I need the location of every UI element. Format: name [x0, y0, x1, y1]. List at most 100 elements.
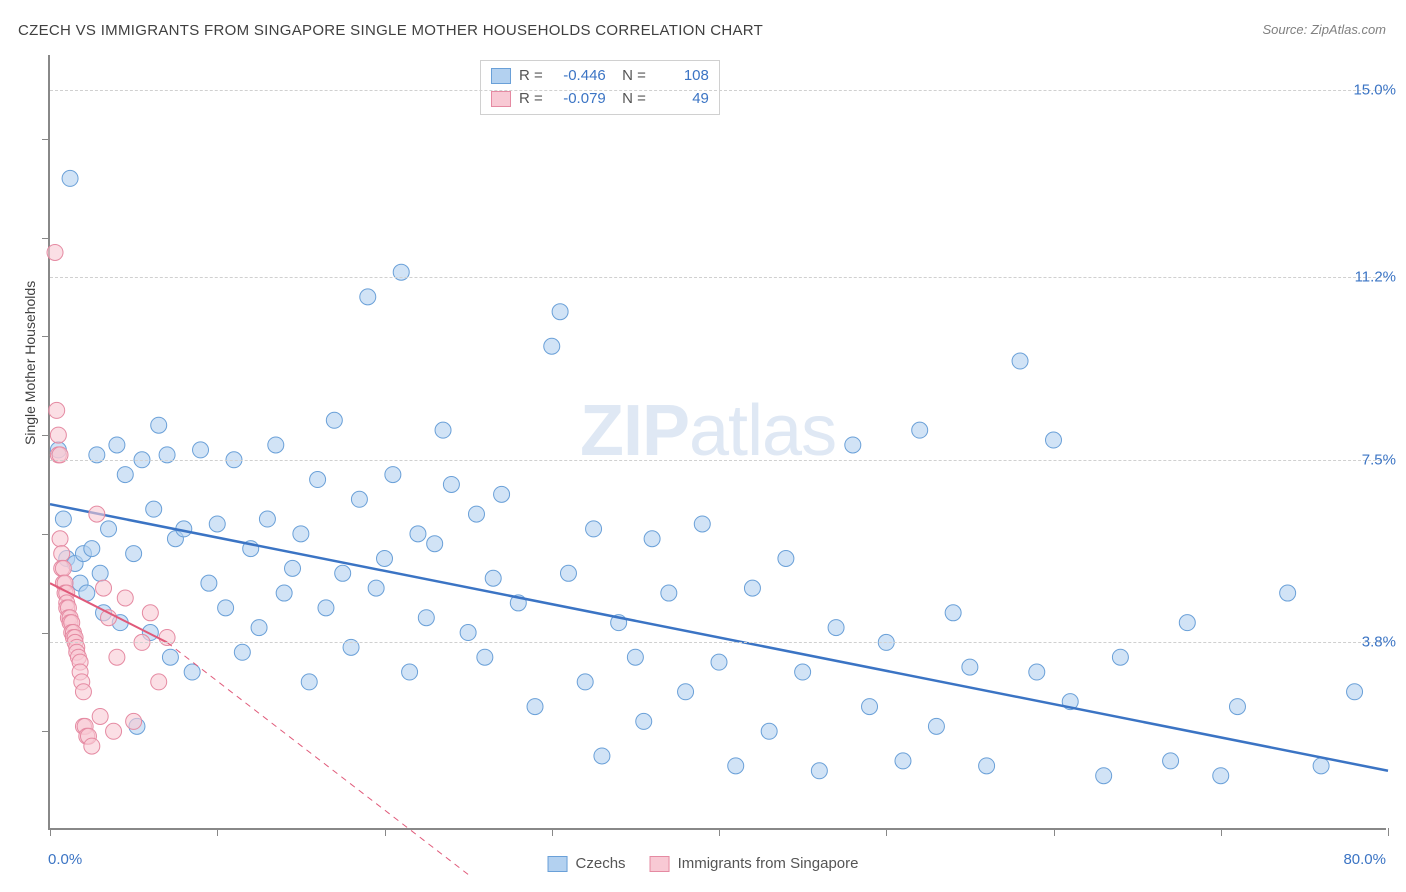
data-point [92, 708, 108, 724]
data-point [962, 659, 978, 675]
data-point [84, 738, 100, 754]
data-point [84, 541, 100, 557]
legend-item-singapore: Immigrants from Singapore [650, 855, 859, 872]
data-point [201, 575, 217, 591]
data-point [795, 664, 811, 680]
swatch-blue-icon [548, 856, 568, 872]
data-point [117, 467, 133, 483]
data-point [54, 546, 70, 562]
data-point [1163, 753, 1179, 769]
x-tick [1221, 828, 1222, 836]
data-point [75, 684, 91, 700]
data-point [694, 516, 710, 532]
data-point [55, 560, 71, 576]
x-tick [50, 828, 51, 836]
data-point [468, 506, 484, 522]
x-axis-max-label: 80.0% [1343, 851, 1386, 868]
data-point [494, 486, 510, 502]
data-point [106, 723, 122, 739]
y-tick-label: 15.0% [1353, 81, 1396, 98]
data-point [151, 417, 167, 433]
series-legend: Czechs Immigrants from Singapore [548, 855, 859, 872]
data-point [1046, 432, 1062, 448]
data-point [251, 620, 267, 636]
y-tick [42, 435, 50, 436]
x-tick [552, 828, 553, 836]
data-point [259, 511, 275, 527]
r-value-1: -0.446 [551, 65, 606, 88]
data-point [318, 600, 334, 616]
data-point [142, 605, 158, 621]
data-point [577, 674, 593, 690]
gridline [50, 460, 1386, 461]
data-point [55, 511, 71, 527]
y-tick-label: 7.5% [1362, 451, 1396, 468]
data-point [89, 506, 105, 522]
data-point [410, 526, 426, 542]
data-point [895, 753, 911, 769]
data-point [945, 605, 961, 621]
data-point [285, 560, 301, 576]
data-point [979, 758, 995, 774]
regression-extrapolation [167, 642, 468, 874]
data-point [928, 718, 944, 734]
x-tick [1388, 828, 1389, 836]
data-point [1179, 615, 1195, 631]
r-value-2: -0.079 [551, 88, 606, 111]
data-point [778, 551, 794, 567]
gridline [50, 90, 1386, 91]
data-point [360, 289, 376, 305]
x-tick [385, 828, 386, 836]
y-tick [42, 534, 50, 535]
data-point [1096, 768, 1112, 784]
data-point [1347, 684, 1363, 700]
swatch-pink-icon [491, 91, 511, 107]
swatch-pink-icon [650, 856, 670, 872]
data-point [101, 521, 117, 537]
data-point [636, 713, 652, 729]
data-point [234, 644, 250, 660]
legend-row-singapore: R = -0.079 N = 49 [491, 88, 709, 111]
data-point [560, 565, 576, 581]
data-point [218, 600, 234, 616]
gridline [50, 277, 1386, 278]
data-point [351, 491, 367, 507]
data-point [1029, 664, 1045, 680]
data-point [146, 501, 162, 517]
data-point [443, 476, 459, 492]
y-tick [42, 139, 50, 140]
data-point [151, 674, 167, 690]
data-point [368, 580, 384, 596]
data-point [126, 546, 142, 562]
data-point [162, 649, 178, 665]
data-point [544, 338, 560, 354]
scatter-svg [50, 55, 1386, 828]
data-point [678, 684, 694, 700]
data-point [1280, 585, 1296, 601]
data-point [1229, 699, 1245, 715]
plot-area: R = -0.446 N = 108 R = -0.079 N = 49 [48, 55, 1386, 830]
swatch-blue-icon [491, 68, 511, 84]
data-point [811, 763, 827, 779]
data-point [377, 551, 393, 567]
data-point [427, 536, 443, 552]
data-point [92, 565, 108, 581]
data-point [435, 422, 451, 438]
y-axis-label: Single Mother Households [22, 281, 38, 445]
data-point [49, 402, 65, 418]
y-tick [42, 731, 50, 732]
data-point [460, 625, 476, 641]
data-point [276, 585, 292, 601]
data-point [126, 713, 142, 729]
n-value-2: 49 [654, 88, 709, 111]
data-point [418, 610, 434, 626]
data-point [711, 654, 727, 670]
data-point [1313, 758, 1329, 774]
data-point [62, 170, 78, 186]
data-point [912, 422, 928, 438]
gridline [50, 642, 1386, 643]
data-point [586, 521, 602, 537]
data-point [485, 570, 501, 586]
n-value-1: 108 [654, 65, 709, 88]
data-point [301, 674, 317, 690]
